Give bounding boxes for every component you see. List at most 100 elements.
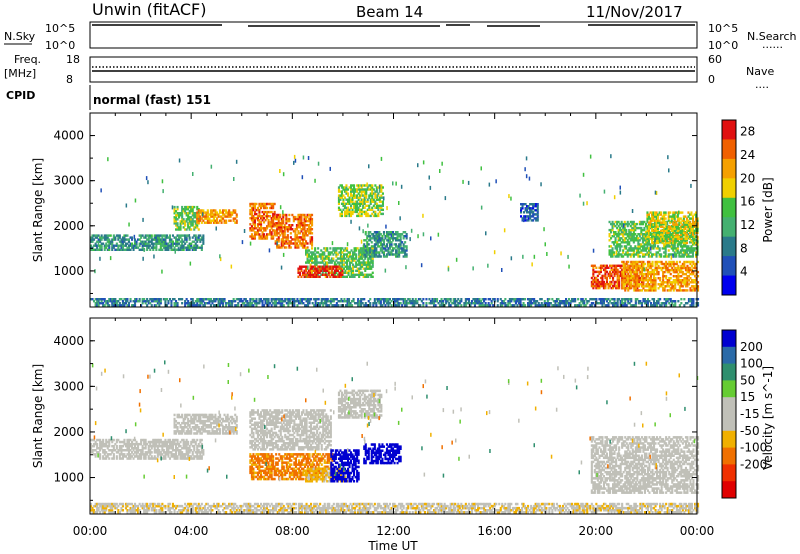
power-cell [185,302,188,305]
power-cell [341,275,344,278]
power-cell [190,228,193,231]
power-cell [260,237,263,240]
power-cell [153,246,156,249]
power-cell [308,232,311,235]
power-cell [377,198,380,201]
power-cell [196,246,199,249]
power-cell [622,249,625,252]
power-cell [279,234,282,237]
power-cell [387,235,390,238]
power-cell [270,237,273,240]
power-cell [536,217,539,220]
power-cell [261,300,264,303]
power-cell [222,211,225,214]
power-cell [393,237,396,240]
power-cell [298,242,301,245]
power-cell [199,234,202,237]
power-cell [305,261,308,264]
power-cell [168,244,171,247]
power-cell [203,215,206,218]
power-cell [360,192,363,195]
power-cell [617,253,620,256]
power-cell [351,190,354,193]
power-cell [270,300,273,303]
power-cell [291,213,294,217]
power-cell [682,255,685,258]
power-cell [611,249,614,252]
power-cell [359,267,362,270]
power-cell [604,272,607,276]
power-cell [127,304,130,307]
power-cell [677,264,680,268]
power-cell [108,234,111,237]
power-cell [607,298,610,301]
power-cell [613,241,616,244]
power-cell [657,237,660,240]
power-cell [277,224,280,227]
power-cell [609,272,612,276]
power-cell [548,298,551,301]
power-cell [692,272,695,276]
power-cell [617,235,620,238]
power-cell [120,244,123,247]
power-cell [411,300,414,303]
power-cell [301,213,304,217]
power-cell [669,221,672,224]
power-cell [181,212,184,215]
power-cell [675,221,678,224]
power-cell [695,243,698,246]
power-cell [274,215,277,219]
power-cell [670,219,673,222]
power-cell [324,261,327,264]
power-cell [646,285,649,288]
power-cell [305,298,308,301]
power-cell [229,213,232,216]
power-cell [264,210,267,214]
power-cell [555,298,558,301]
power-cell [657,241,660,245]
power-cell [134,242,137,245]
power-cell [589,304,592,307]
power-cell [342,188,345,191]
power-cell [294,217,297,221]
power-cell [376,231,379,234]
power-cell [642,262,645,266]
power-cell [410,300,413,303]
power-cell [327,253,330,256]
power-cell [137,246,140,249]
power-cell [222,213,225,216]
power-cell [639,283,642,286]
power-cell [691,221,694,224]
power-cell [654,219,657,222]
power-cell [153,298,156,301]
power-cell [362,204,365,207]
power-cell [443,298,446,301]
power-cell [673,253,676,256]
power-cell [232,300,235,303]
power-cell [508,302,511,305]
power-cell [159,300,162,303]
power-cell [266,235,269,238]
power-cell [679,231,682,235]
power-cell [316,298,319,301]
power-cell [646,264,649,268]
power-cell [105,300,108,303]
power-cell [610,253,613,256]
power-cell [601,304,604,307]
power-cell [250,298,253,301]
power-cell [617,255,620,258]
power-cell [449,300,452,303]
power-cell [171,248,174,251]
power-cell [228,209,231,212]
power-cell [696,229,699,232]
power-cell [375,255,378,258]
power-cell [339,196,342,199]
power-cell [297,269,300,272]
count-panel-frame [89,21,698,49]
freq-tick-top: 18 [66,53,80,66]
power-cell [369,237,372,240]
power-cell [206,302,209,305]
power-cell [535,203,538,206]
power-cell [536,300,539,303]
power-cell [366,214,369,218]
